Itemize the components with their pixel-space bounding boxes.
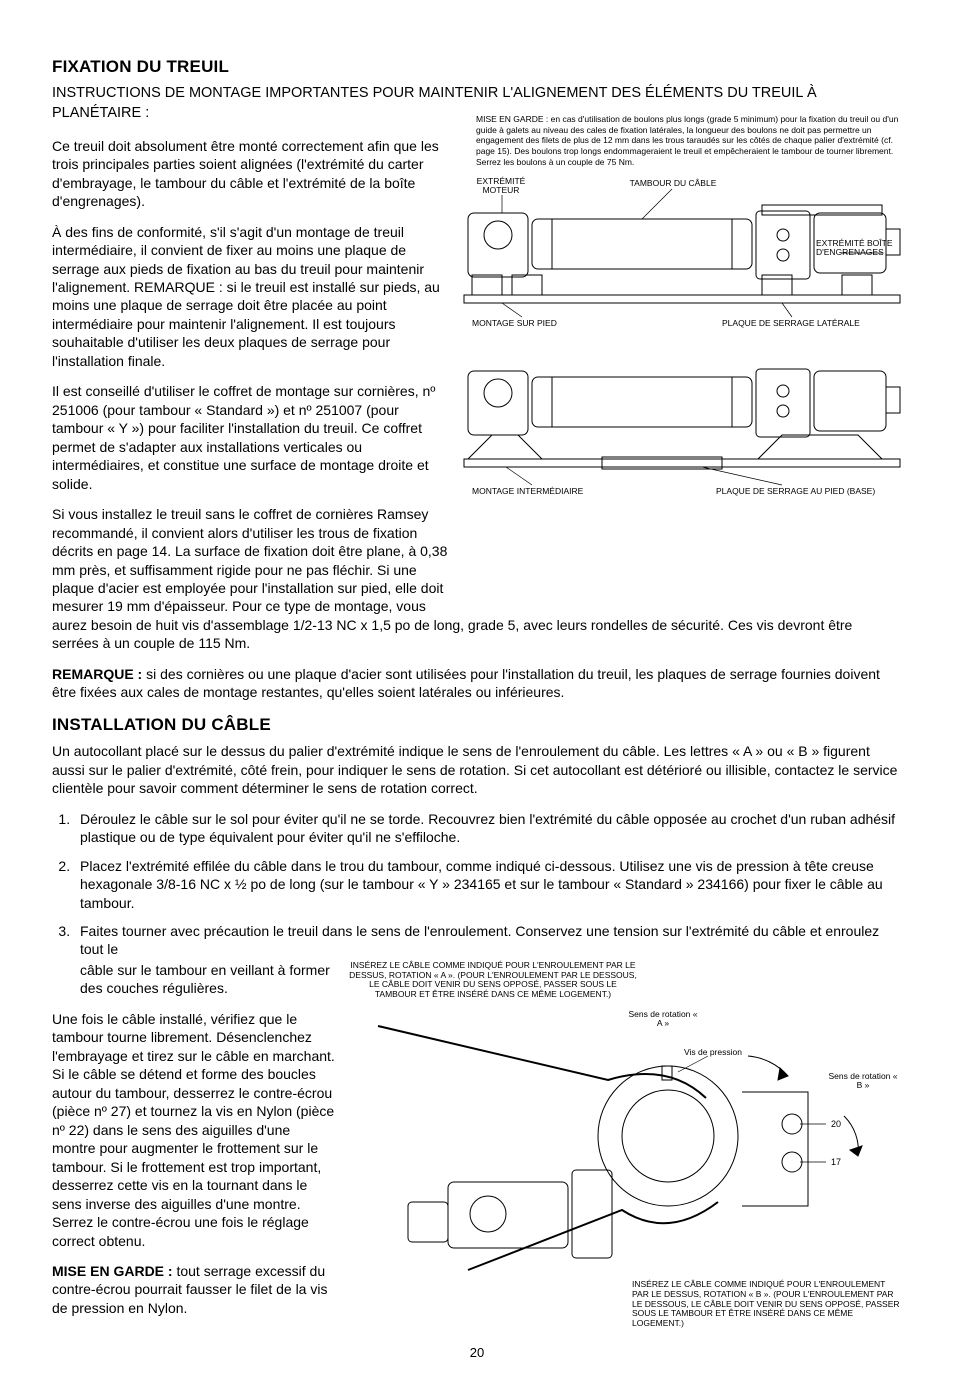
label-montage-pied: MONTAGE SUR PIED [472, 319, 612, 328]
figure-foot-mount: EXTRÉMITÉ MOTEUR TAMBOUR DU CÂBLE EXTRÉM… [462, 175, 902, 335]
figure-cable-routing: INSÉREZ LE CÂBLE COMME INDIQUÉ POUR L'EN… [348, 961, 902, 1329]
lower-text-column: câble sur le tambour en veillant à forme… [80, 961, 336, 1317]
winch-cable-diagram-icon: 20 17 [348, 1006, 902, 1276]
section2-p1: Un autocollant placé sur le dessus du pa… [52, 742, 902, 797]
section1-p1: Ce treuil doit absolument être monté cor… [52, 137, 452, 211]
step-3b: câble sur le tambour en veillant à forme… [80, 961, 336, 998]
installation-steps: Déroulez le câble sur le sol pour éviter… [52, 810, 902, 1329]
section1-p4b: aurez besoin de huit vis d'assemblage 1/… [52, 616, 902, 653]
mise-label: MISE EN GARDE : [52, 1263, 173, 1279]
section1-p2: À des fins de conformité, s'il s'agit d'… [52, 223, 452, 371]
winch-diagram-intermediate-icon [462, 339, 902, 507]
remarque-text: si des cornières ou une plaque d'acier s… [52, 666, 880, 700]
label-extremite-moteur: EXTRÉMITÉ MOTEUR [466, 177, 536, 196]
label-vis-pression: Vis de pression [684, 1048, 764, 1057]
label-sens-a: Sens de rotation « A » [628, 1010, 698, 1029]
section1-narrow-column: Ce treuil doit absolument être monté cor… [52, 137, 452, 616]
section1-p4a: Si vous installez le treuil sans le coff… [52, 505, 452, 616]
figure-block-mounting: MISE EN GARDE : en cas d'utilisation de … [462, 114, 906, 511]
svg-text:20: 20 [831, 1119, 841, 1129]
label-montage-inter: MONTAGE INTERMÉDIAIRE [472, 487, 632, 496]
mise-en-garde: MISE EN GARDE : tout serrage excessif du… [52, 1262, 336, 1317]
svg-text:17: 17 [831, 1157, 841, 1167]
label-sens-b: Sens de rotation « B » [828, 1072, 898, 1091]
section1-p3: Il est conseillé d'utiliser le coffret d… [52, 382, 452, 493]
label-tambour: TAMBOUR DU CÂBLE [618, 179, 728, 188]
section1-remarque: REMARQUE : si des cornières ou une plaqu… [52, 665, 902, 702]
remarque-label: REMARQUE : [52, 666, 142, 682]
label-plaque-laterale: PLAQUE DE SERRAGE LATÉRALE [722, 319, 902, 328]
figure-warning-text: MISE EN GARDE : en cas d'utilisation de … [462, 114, 906, 175]
section1-title: FIXATION DU TREUIL [52, 56, 902, 78]
step-1: Déroulez le câble sur le sol pour éviter… [74, 810, 902, 847]
section2-title: INSTALLATION DU CÂBLE [52, 714, 902, 736]
label-extremite-boite: EXTRÉMITÉ BOÎTE D'ENGRENAGES [816, 239, 906, 258]
figure-intermediate-mount: MONTAGE INTERMÉDIAIRE PLAQUE DE SERRAGE … [462, 339, 902, 507]
step-3: Faites tourner avec précaution le treuil… [74, 922, 902, 1329]
step-2: Placez l'extrémité effilée du câble dans… [74, 857, 902, 912]
label-plaque-pied: PLAQUE DE SERRAGE AU PIED (BASE) [716, 487, 906, 496]
step-3a: Faites tourner avec précaution le treuil… [80, 923, 879, 957]
page: FIXATION DU TREUIL INSTRUCTIONS DE MONTA… [0, 0, 954, 1381]
fig2-bottom-caption: INSÉREZ LE CÂBLE COMME INDIQUÉ POUR L'EN… [632, 1280, 902, 1329]
page-number: 20 [0, 1344, 954, 1361]
fig2-top-caption: INSÉREZ LE CÂBLE COMME INDIQUÉ POUR L'EN… [348, 961, 638, 1000]
section2-p2: Une fois le câble installé, vérifiez que… [52, 1010, 336, 1250]
